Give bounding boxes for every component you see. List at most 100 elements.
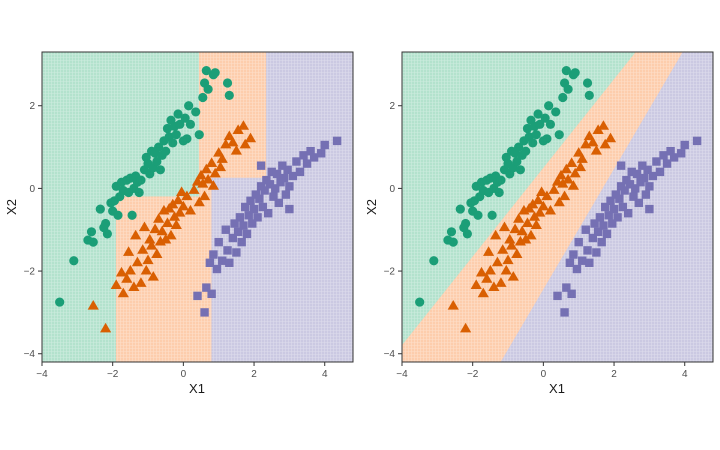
point-square	[193, 291, 202, 301]
point-circle	[95, 204, 105, 214]
point-triangle	[592, 124, 604, 134]
point-circle	[113, 210, 123, 220]
point-triangle	[544, 204, 557, 215]
point-triangle	[573, 147, 585, 157]
point-circle	[535, 119, 545, 129]
point-triangle	[562, 173, 574, 184]
point-circle	[136, 175, 146, 185]
point-square	[218, 256, 227, 265]
right-panel: −4 −2 0 2 4 −4 −2 0 2 X1 X2	[364, 51, 714, 396]
point-triangle	[144, 233, 156, 244]
point-triangle	[548, 184, 560, 194]
point-triangle	[498, 221, 511, 232]
point-triangle	[130, 229, 142, 240]
y-axis-title: X2	[364, 199, 379, 215]
point-square	[207, 289, 216, 298]
point-square	[256, 161, 266, 170]
point-circle	[429, 256, 439, 266]
point-triangle	[528, 211, 541, 221]
point-circle	[563, 84, 573, 94]
x-tick-label: 4	[322, 369, 328, 380]
point-triangle	[232, 124, 244, 134]
y-tick-label: −4	[384, 349, 396, 360]
point-circle	[515, 165, 525, 175]
point-circle	[558, 92, 568, 103]
point-triangle	[488, 281, 500, 292]
point-triangle	[121, 273, 133, 283]
point-triangle	[214, 161, 227, 172]
point-triangle	[567, 180, 579, 190]
point-triangle	[558, 190, 571, 201]
point-square	[595, 213, 605, 222]
point-square	[606, 196, 615, 205]
point-square	[618, 202, 628, 212]
point-triangle	[504, 233, 516, 244]
point-circle	[551, 107, 561, 117]
point-square	[662, 159, 672, 168]
point-triangle	[145, 240, 158, 250]
point-square	[223, 246, 232, 255]
point-square	[641, 190, 651, 199]
panel-border	[41, 51, 354, 363]
point-square	[669, 153, 679, 162]
point-square	[620, 186, 629, 195]
point-triangle	[497, 244, 509, 254]
point-square	[258, 202, 268, 212]
point-triangle	[168, 211, 181, 221]
point-square	[562, 283, 571, 292]
point-triangle	[537, 200, 549, 211]
point-triangle	[237, 120, 250, 130]
point-triangle	[100, 322, 112, 333]
point-triangle	[521, 217, 534, 227]
axes: −4 −2 0 2 4 −4 −2 0 2	[24, 51, 354, 380]
y-tick-label: 0	[29, 184, 35, 195]
point-triangle	[587, 136, 599, 147]
point-circle	[86, 227, 97, 237]
point-square	[271, 184, 280, 193]
point-triangle	[566, 157, 578, 168]
point-triangle	[495, 277, 507, 287]
point-square	[249, 204, 259, 214]
point-square	[241, 202, 250, 212]
point-triangle	[491, 256, 503, 267]
point-square	[623, 209, 633, 218]
point-triangle	[475, 266, 488, 277]
point-triangle	[516, 225, 528, 236]
point-circle	[222, 78, 233, 88]
point-square	[659, 151, 668, 160]
point-square	[553, 291, 562, 301]
point-circle	[512, 156, 522, 167]
point-triangle	[149, 223, 161, 234]
point-circle	[201, 66, 211, 76]
point-triangle	[197, 178, 209, 188]
y-tick-label: −4	[24, 349, 36, 360]
point-square	[645, 204, 654, 214]
decision-regions	[401, 51, 714, 363]
point-circle	[175, 119, 185, 129]
point-square	[253, 213, 262, 222]
point-square	[263, 209, 273, 218]
panel-border	[401, 51, 714, 363]
point-square	[631, 184, 640, 193]
point-square	[278, 161, 287, 170]
point-square	[692, 136, 702, 146]
point-circle	[496, 175, 506, 185]
point-triangle	[137, 244, 149, 254]
point-circle	[180, 113, 190, 123]
point-square	[676, 149, 686, 158]
point-circle	[102, 229, 112, 239]
point-square	[232, 248, 241, 257]
point-triangle	[555, 169, 567, 180]
point-square	[309, 153, 319, 162]
point-square	[585, 258, 594, 267]
point-square	[578, 256, 587, 265]
point-circle	[570, 68, 580, 78]
point-triangle	[576, 153, 588, 163]
point-triangle	[520, 233, 532, 244]
point-triangle	[87, 300, 99, 310]
point-circle	[88, 237, 98, 247]
point-triangle	[597, 120, 610, 130]
point-square	[645, 182, 654, 191]
point-square	[274, 198, 283, 208]
